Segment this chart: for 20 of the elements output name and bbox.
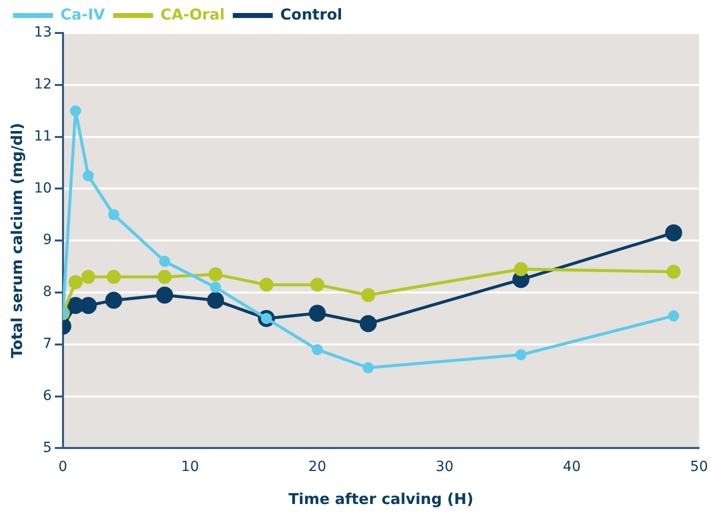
y-tick-label: 5 <box>42 440 52 456</box>
y-tick-label: 9 <box>42 232 52 248</box>
x-tick-label: 10 <box>181 459 199 476</box>
x-tick-label: 50 <box>690 459 708 476</box>
x-tick-label: 40 <box>562 459 581 476</box>
y-tick-label: 12 <box>34 76 52 93</box>
y-tick-label: 11 <box>34 128 52 144</box>
legend-label: Ca-IV <box>60 5 106 24</box>
x-tick-label: 20 <box>308 459 326 476</box>
x-axis-title: Time after calving (H) <box>288 490 474 508</box>
y-tick-label: 13 <box>34 24 52 41</box>
y-tick-label: 6 <box>42 388 52 404</box>
legend-label: CA-Oral <box>160 5 225 24</box>
y-tick-label: 7 <box>42 336 52 352</box>
x-tick-label: 30 <box>436 459 454 476</box>
y-tick-label: 10 <box>34 180 52 196</box>
legend-label: Control <box>280 5 342 24</box>
y-tick-label: 8 <box>42 284 52 300</box>
y-axis-title: Total serum calcium (mg/dl) <box>8 122 26 358</box>
x-tick-label: 0 <box>58 459 68 476</box>
